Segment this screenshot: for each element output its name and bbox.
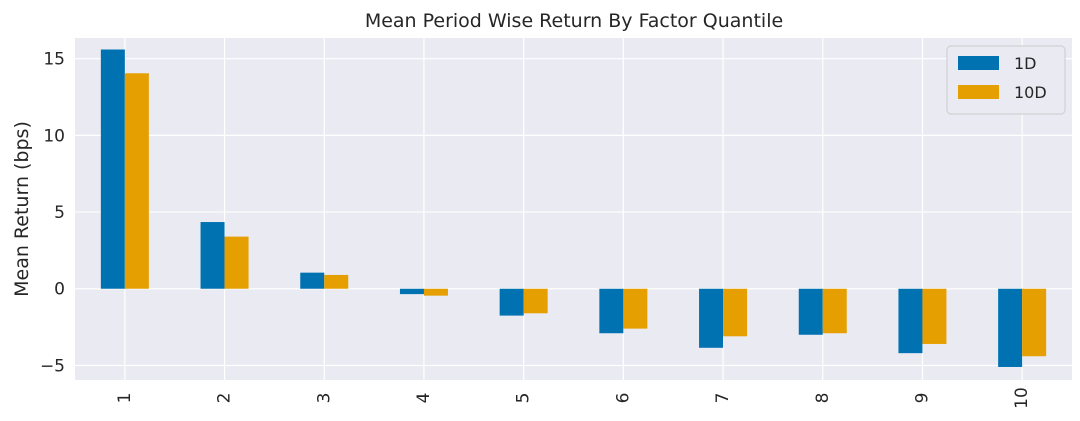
y-tick-labels: 15 10 5 0 −5 [40,50,65,377]
legend-swatch-1d [958,56,999,70]
bar-10d-q5 [523,288,548,314]
bar-1d-q5 [499,288,524,316]
bar-10d-q10 [1022,288,1047,357]
bar-10d-q3 [324,274,349,289]
bar-1d-q2 [200,222,225,289]
y-tick-label: 0 [54,280,65,300]
bar-1d-q7 [699,288,724,348]
x-tick-label: 9 [912,393,932,404]
y-tick-label: 15 [43,50,65,70]
x-tick-label: 4 [414,393,434,404]
bar-1d-q8 [798,288,823,335]
bar-10d-q4 [423,288,448,296]
bar-1d-q9 [898,288,923,354]
x-tick-label: 5 [514,393,534,404]
bar-10d-q9 [922,288,947,344]
x-tick-label: 7 [713,393,733,404]
x-tick-label: 6 [613,393,633,404]
x-tick-label: 2 [215,393,235,404]
x-tick-label: 10 [1012,387,1032,409]
x-tick-label: 8 [813,393,833,404]
bar-10d-q7 [723,288,748,337]
bar-1d-q6 [599,288,624,334]
y-tick-label: 5 [54,203,65,223]
chart-title: Mean Period Wise Return By Factor Quanti… [365,10,783,32]
x-tick-labels: 1 2 3 4 5 6 7 8 9 10 [115,387,1032,409]
y-tick-label: −5 [40,356,65,376]
legend-label-1d: 1D [1014,54,1037,73]
bar-1d-q4 [399,288,424,295]
bar-10d-q2 [224,236,249,289]
x-tick-label: 3 [314,393,334,404]
bar-1d-q10 [998,288,1023,367]
bar-10d-q1 [124,73,149,289]
y-tick-label: 10 [43,126,65,146]
bar-1d-q3 [300,272,325,289]
legend-swatch-10d [958,85,999,99]
x-tick-label: 1 [115,393,135,404]
y-axis-label: Mean Return (bps) [11,121,33,297]
legend: 1D 10D [946,45,1066,115]
bar-10d-q8 [822,288,847,334]
bars [100,49,1047,367]
bar-1d-q1 [100,49,125,289]
bar-10d-q6 [623,288,648,329]
legend-label-10d: 10D [1014,83,1047,102]
